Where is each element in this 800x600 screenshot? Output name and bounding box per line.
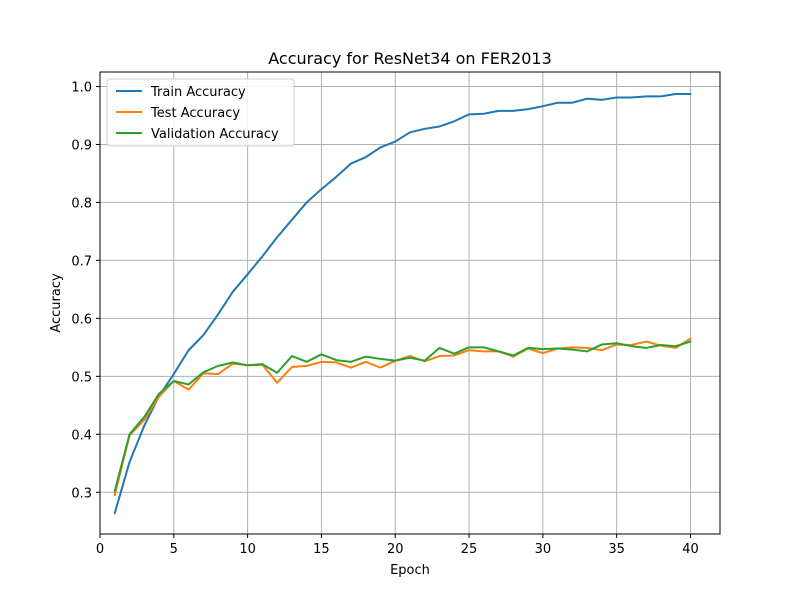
y-tick-label: 0.9: [71, 138, 92, 153]
x-tick-label: 20: [387, 542, 404, 557]
y-tick-label: 0.3: [71, 486, 92, 501]
axis-ticks: 0 5 10 15 20 25 30 35 40 0.3 0.4 0.5 0.6 0.7 0.8 0.9 1.0: [71, 80, 698, 557]
x-tick-label: 5: [170, 542, 178, 557]
x-tick-label: 15: [313, 542, 330, 557]
y-tick-label: 0.5: [71, 370, 92, 385]
test-accuracy-line: [113, 337, 692, 497]
validation-accuracy-legend-label: Validation Accuracy: [151, 127, 279, 142]
y-tick-label: 0.7: [71, 254, 92, 269]
y-tick-label: 1.0: [71, 80, 92, 95]
x-axis-label: Epoch: [390, 563, 430, 578]
plot-lines: [113, 93, 692, 515]
legend-box: [106, 78, 295, 147]
test-accuracy-legend-label: Test Accuracy: [150, 106, 240, 121]
x-tick-label: 35: [608, 542, 625, 557]
train-accuracy-line: [113, 93, 692, 515]
plot-area-frame: [99, 71, 721, 535]
grid: [99, 72, 720, 534]
y-tick-label: 0.4: [71, 428, 92, 443]
y-axis-label: Accuracy: [49, 273, 64, 333]
train-accuracy-legend-label: Train Accuracy: [150, 85, 246, 100]
y-tick-label: 0.6: [71, 312, 92, 327]
chart-title: Accuracy for ResNet34 on FER2013: [268, 49, 552, 68]
x-tick-label: 25: [461, 542, 478, 557]
x-tick-label: 40: [682, 542, 699, 557]
x-tick-label: 0: [96, 542, 104, 557]
x-tick-label: 30: [535, 542, 552, 557]
legend: Train Accuracy Test Accuracy Validation Ac…: [106, 78, 295, 147]
x-tick-label: 10: [239, 542, 256, 557]
validation-accuracy-line: [113, 340, 692, 493]
y-tick-label: 0.8: [71, 196, 92, 211]
